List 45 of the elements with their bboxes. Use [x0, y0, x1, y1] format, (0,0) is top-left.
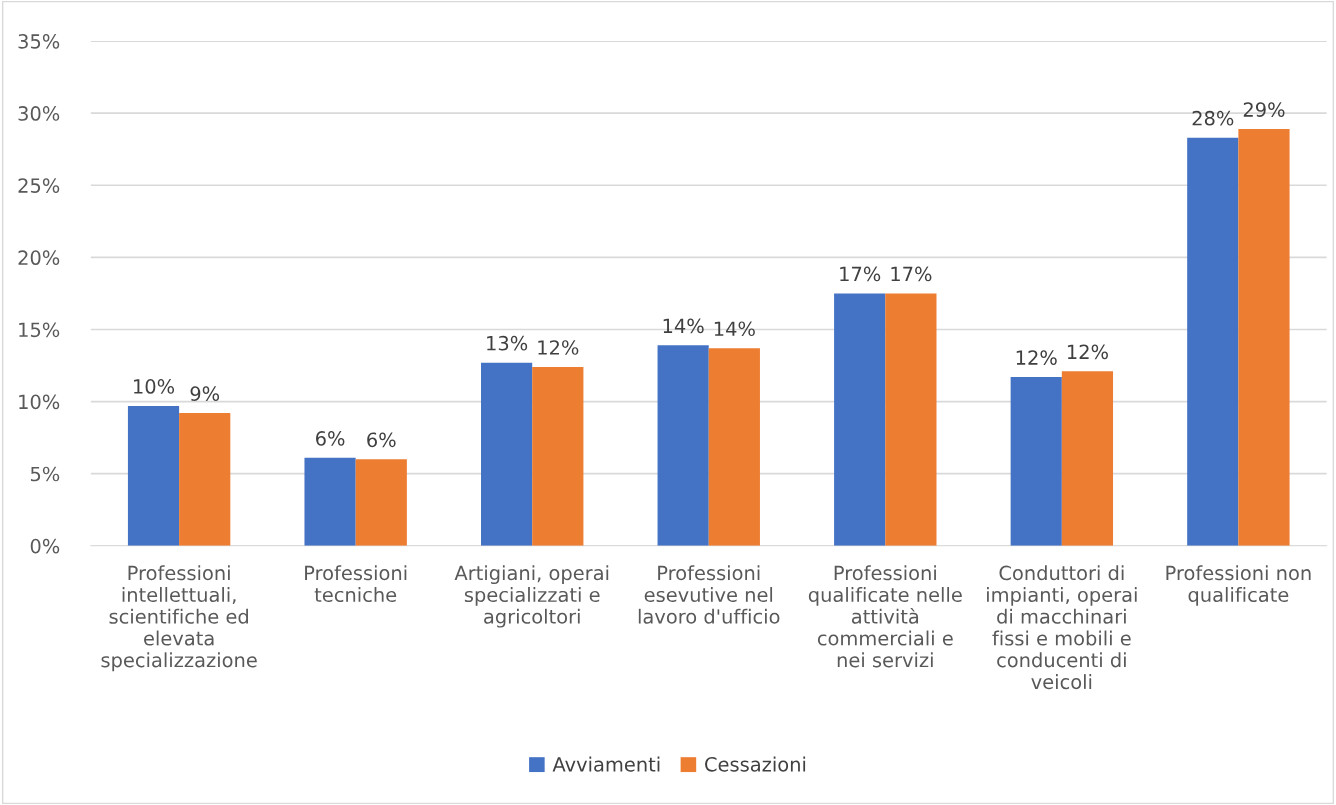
data-label: 14%: [714, 321, 755, 337]
bar: [481, 362, 533, 546]
bar: [532, 366, 584, 546]
y-tick-label: 35%: [18, 34, 60, 49]
bar: [657, 345, 709, 546]
x-tick-label: Professioni tecniche: [305, 565, 407, 603]
y-tick-label: 20%: [18, 250, 60, 266]
y-tick-label: 25%: [18, 178, 60, 193]
y-tick-label: 5%: [30, 466, 60, 482]
bar: [1010, 377, 1062, 546]
data-label: 29%: [1243, 102, 1285, 117]
data-label: 14%: [663, 318, 704, 334]
x-tick-label: Professioni non qualificate: [1166, 565, 1311, 606]
bar: [1238, 129, 1290, 546]
data-label: 12%: [1016, 350, 1057, 365]
bar: [355, 459, 407, 546]
bar: [304, 457, 356, 546]
x-tick-label: Professioni qualificate nelle attività commerciali e nei servizi: [808, 565, 962, 668]
legend-label: Avviamenti: [552, 756, 660, 772]
data-label: 6%: [316, 431, 345, 446]
y-tick-label: 0%: [30, 538, 60, 554]
data-label: 12%: [538, 340, 579, 355]
y-tick-label: 10%: [19, 394, 60, 410]
data-label: 17%: [840, 266, 881, 282]
bar: [1187, 137, 1239, 546]
bar: [1061, 371, 1114, 546]
data-label: 10%: [134, 379, 175, 394]
y-tick-label: 15%: [19, 322, 60, 338]
x-tick-label: Professioni intellettuali, scientifiche ed elevata specializzazione: [101, 565, 257, 672]
data-label: 28%: [1192, 110, 1234, 126]
legend-label: Cessazioni: [705, 756, 806, 772]
data-label: 9%: [190, 386, 220, 402]
data-label: 17%: [891, 266, 932, 282]
bar: [708, 348, 760, 546]
data-label: 13%: [487, 335, 528, 351]
bar: [885, 293, 937, 546]
data-label: 6%: [367, 432, 396, 448]
x-tick-label: Professioni esevutive nel lavoro d'ufficio: [638, 565, 780, 624]
x-tick-label: Conduttori di impianti, operai di macchinari fissi e mobili e conducenti di veicoli: [987, 565, 1137, 690]
y-tick-label: 30%: [18, 106, 60, 121]
bar: [127, 405, 180, 546]
bar: [834, 293, 886, 546]
bar: [179, 413, 231, 546]
data-label: 12%: [1067, 344, 1108, 360]
x-tick-label: Artigiani, operai specializzati e agricoltori: [454, 565, 609, 628]
